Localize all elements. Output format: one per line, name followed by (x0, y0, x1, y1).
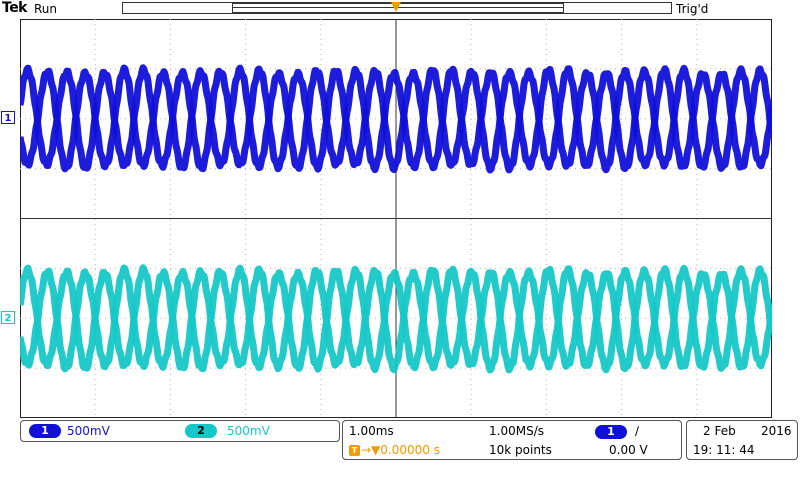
channel-readout: 1 500mV 2 500mV (20, 420, 340, 442)
ch2-trace-1 (20, 264, 772, 374)
ch1-scale: 500mV (67, 424, 110, 438)
time: 19: 11: 44 (693, 443, 755, 457)
trigger-status: Trig'd (676, 2, 709, 16)
ch1-badge[interactable]: 1 (29, 424, 61, 438)
horizontal-delay: →▼0.00000 s (361, 443, 440, 457)
horizontal-readout: 1.00ms 1.00MS/s 1 ∕ T →▼0.00000 s 10k po… (342, 420, 682, 460)
year: 2016 (761, 424, 792, 438)
brand-logo: Tek (2, 0, 28, 16)
clock-readout: 2 Feb 2016 19: 11: 44 (686, 420, 798, 460)
trigger-level: 0.00 V (609, 443, 648, 457)
rising-edge-icon: ∕ (635, 424, 640, 438)
ch1-trace-2 (20, 64, 772, 174)
ch2-trace-2 (20, 264, 772, 374)
ch1-ground-marker[interactable]: 1 (1, 111, 15, 124)
record-length: 10k points (489, 443, 552, 457)
ch1-trace-1 (20, 64, 772, 174)
top-status-bar: Tek Run Trig'd (0, 0, 800, 18)
sample-rate: 1.00MS/s (489, 424, 544, 438)
waveform-display[interactable] (20, 19, 772, 418)
trigger-source-badge[interactable]: 1 (595, 425, 627, 439)
trigger-position-icon (391, 2, 401, 12)
ch2-ground-marker[interactable]: 2 (1, 311, 15, 324)
ch2-waveform (20, 264, 772, 374)
ch2-scale: 500mV (227, 424, 270, 438)
timebase: 1.00ms (349, 424, 394, 438)
date: 2 Feb (703, 424, 736, 438)
ch1-waveform (20, 64, 772, 174)
delay-trigger-icon: T (349, 445, 360, 456)
acquisition-state: Run (34, 2, 58, 16)
ch2-badge[interactable]: 2 (185, 424, 217, 438)
